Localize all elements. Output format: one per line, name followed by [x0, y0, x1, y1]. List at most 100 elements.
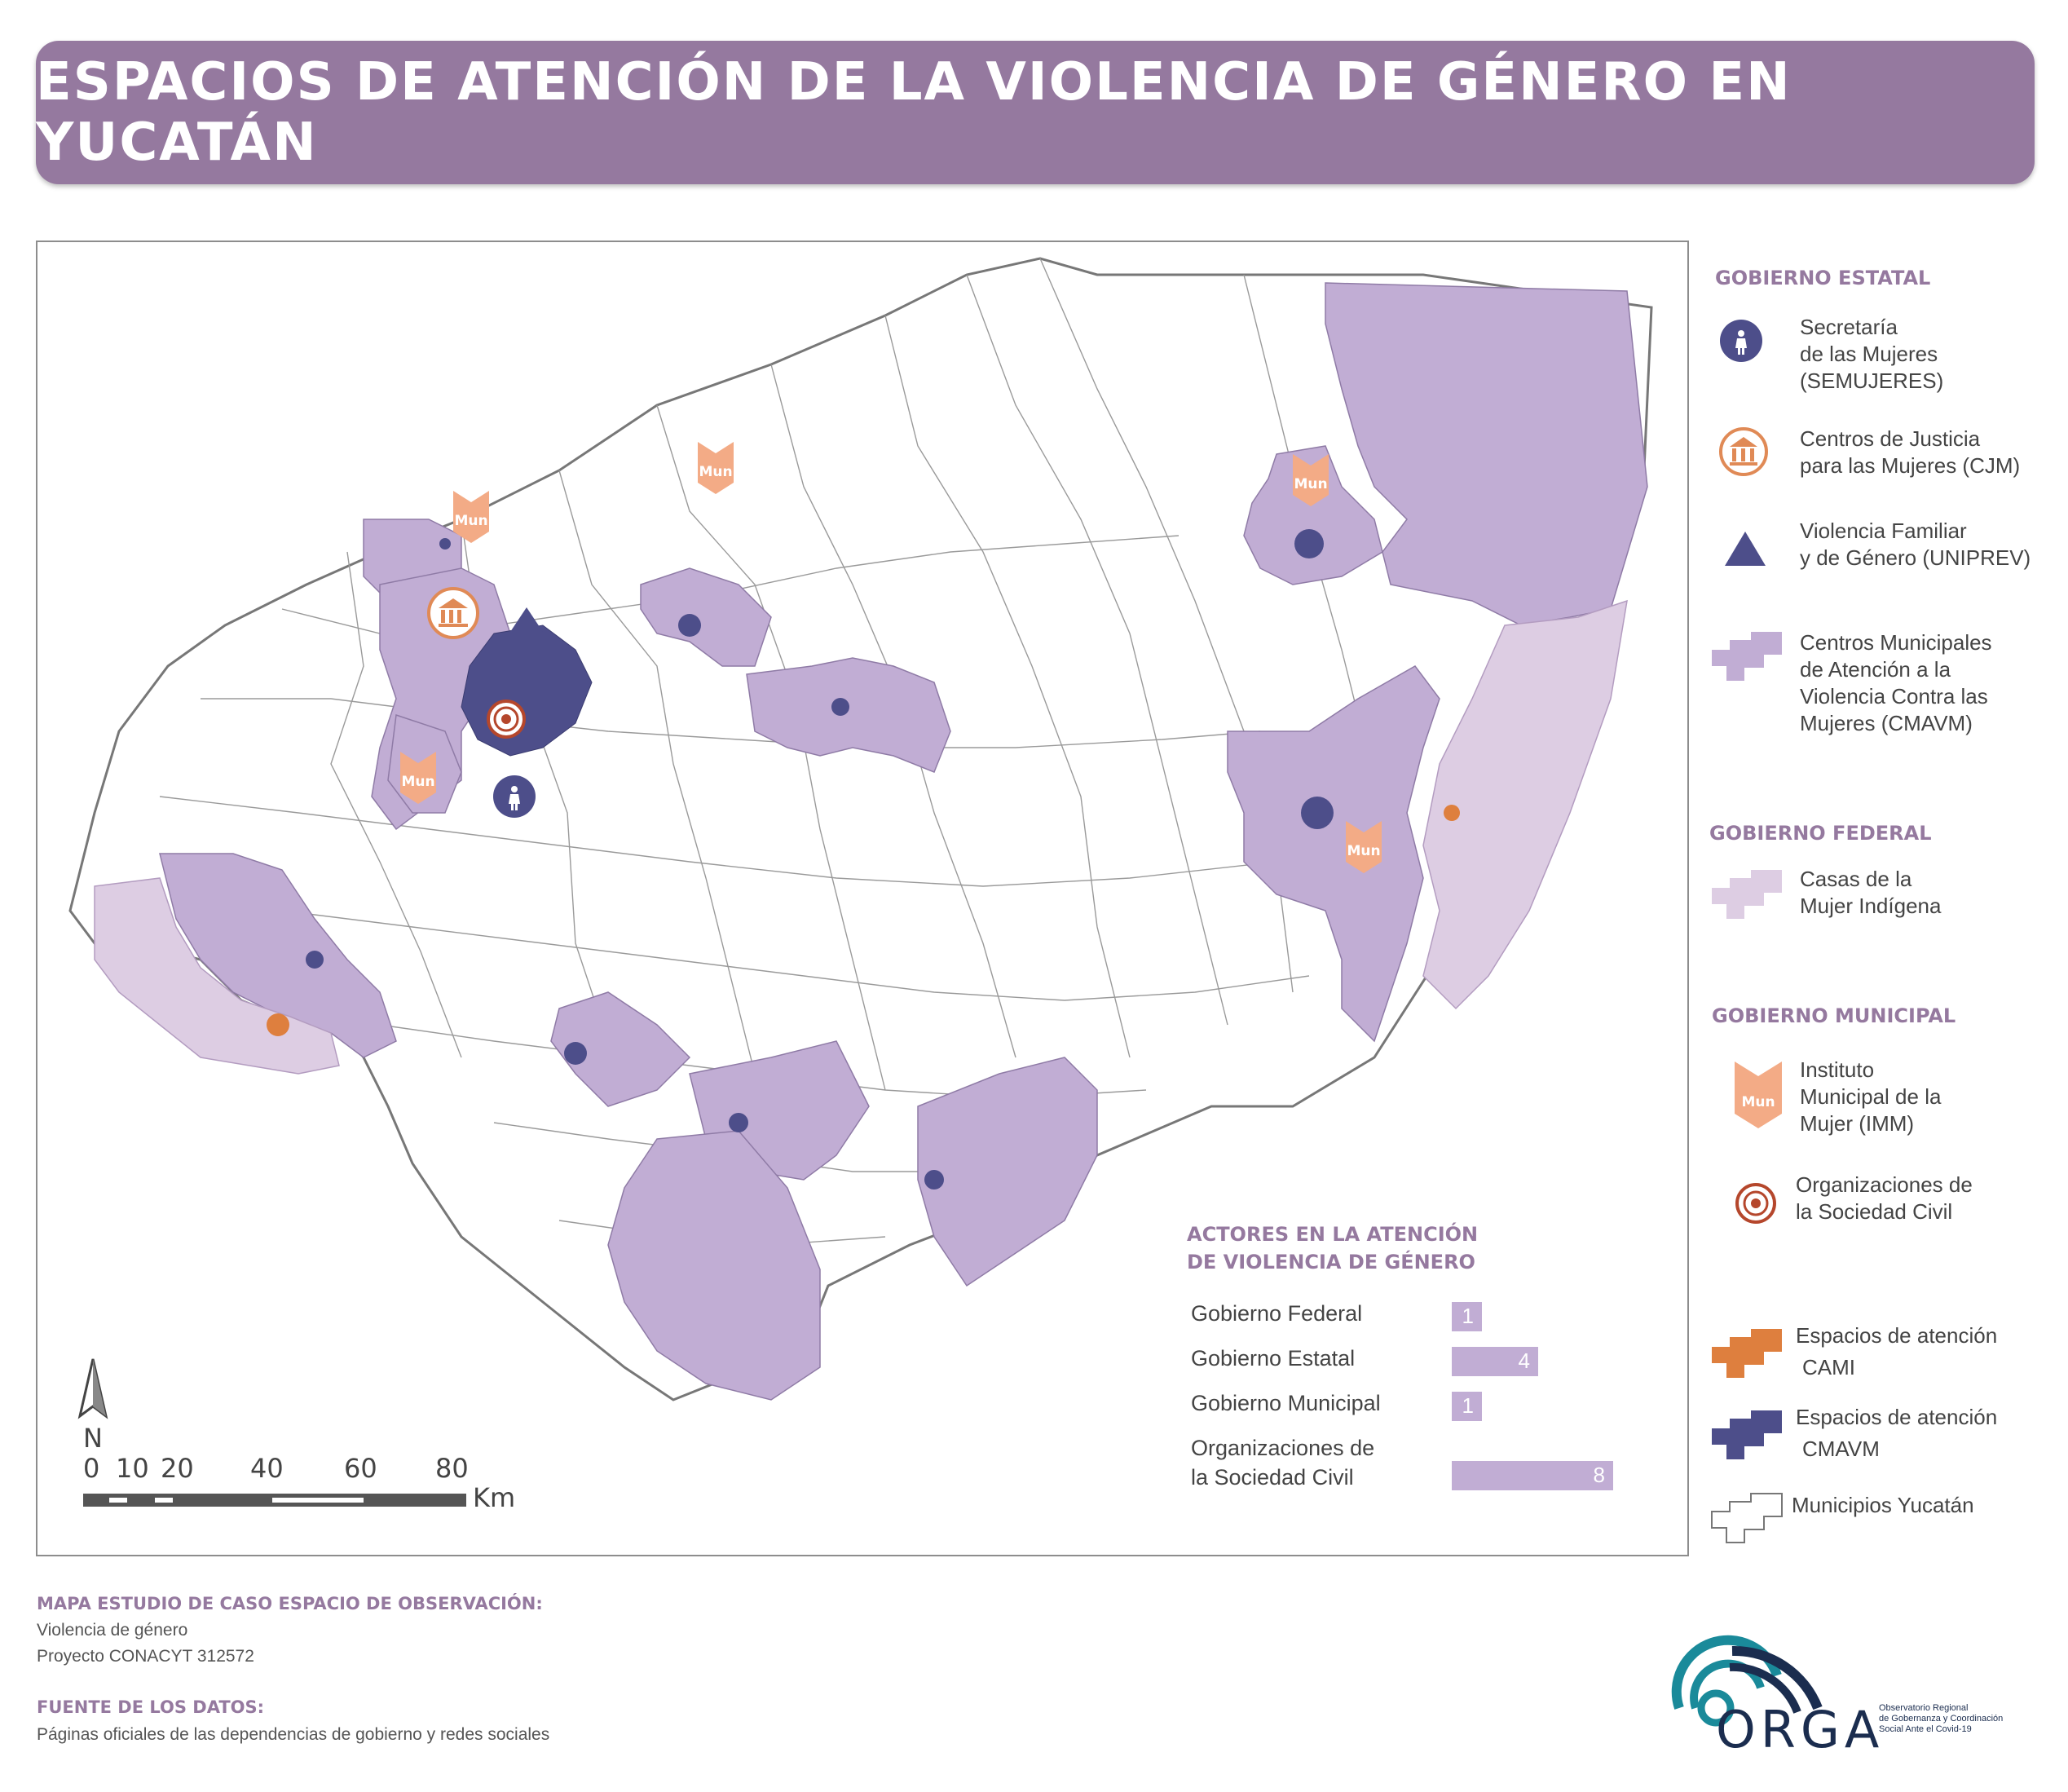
- footer-line: Violencia de género: [37, 1621, 188, 1640]
- svg-text:Mun: Mun: [1741, 1094, 1775, 1110]
- svg-text:Mun: Mun: [401, 774, 434, 790]
- cmavm-area-legend-icon: [1712, 632, 1782, 681]
- chart-bar-value: 1: [1462, 1393, 1474, 1418]
- legend-line: Mujer (IMM): [1800, 1111, 1915, 1136]
- legend-cmavm: Centros Municipales de Atención a la Vio…: [1800, 629, 1992, 737]
- legend-line: la Sociedad Civil: [1796, 1199, 1953, 1224]
- chart-category-line: Organizaciones de: [1191, 1436, 1375, 1460]
- uniprev-triangle-icon: [510, 607, 543, 632]
- legend-line: Espacios de atención: [1796, 1405, 1998, 1429]
- legend-cmavm-space: Espacios de atención CMAVM: [1796, 1404, 1997, 1463]
- cmavm-areas: [159, 282, 1648, 1401]
- scale-tick: 60: [344, 1453, 377, 1484]
- imm-marker: Mun: [1293, 454, 1329, 506]
- cmavm-spaces: [306, 529, 1334, 1190]
- svg-text:Mun: Mun: [454, 513, 487, 529]
- chart-category-label: Gobierno Estatal: [1191, 1346, 1356, 1370]
- chart-title-line: ACTORES EN LA ATENCIÓN: [1187, 1223, 1479, 1246]
- uniprev-legend-icon: [1725, 532, 1766, 566]
- legend-line: Centros de Justicia: [1800, 426, 1981, 451]
- scale-tick: 80: [435, 1453, 469, 1484]
- chart-bar: 4: [1452, 1347, 1538, 1376]
- svg-text:Mun: Mun: [1294, 476, 1327, 492]
- logo-subtitle-line: Observatorio Regional: [1879, 1703, 1969, 1713]
- chart-category-label: Organizaciones de la Sociedad Civil: [1191, 1433, 1374, 1492]
- chart-category-line: la Sociedad Civil: [1191, 1465, 1354, 1490]
- legend-line: Secretaría: [1800, 315, 1898, 339]
- north-arrow: N: [77, 1358, 108, 1454]
- legend-cjm: Centros de Justicia para las Mujeres (CJ…: [1800, 426, 2020, 479]
- chart-bar-value: 4: [1518, 1348, 1530, 1373]
- legend-municipios: Municipios Yucatán: [1792, 1493, 1974, 1517]
- footer-study-text: Violencia de género Proyecto CONACYT 312…: [37, 1618, 254, 1670]
- chart-title: ACTORES EN LA ATENCIÓN DE VIOLENCIA DE G…: [1187, 1220, 1478, 1276]
- legend-cami: Espacios de atención CAMI: [1796, 1322, 1997, 1381]
- semujeres-icon: [493, 775, 536, 818]
- chart-bar-value: 1: [1462, 1304, 1474, 1328]
- legend-line: de Atención a la: [1800, 657, 1951, 682]
- logo-subtitle-line: de Gobernanza y Coordinación: [1879, 1714, 2004, 1724]
- imm-markers: Mun Mun Mun Mun Mun: [400, 442, 1382, 873]
- legend-line: y de Género (UNIPREV): [1800, 545, 2031, 570]
- cmavm-space-legend-icon: [1712, 1410, 1782, 1459]
- legend-line: Violencia Familiar: [1800, 519, 1967, 543]
- imm-legend-icon: Mun: [1735, 1062, 1782, 1128]
- chart-title-line: DE VIOLENCIA DE GÉNERO: [1187, 1251, 1475, 1273]
- legend-line: Organizaciones de: [1796, 1172, 1973, 1197]
- legend-line: Mujeres (CMAVM): [1800, 711, 1973, 735]
- legend-heading-municipal: GOBIERNO MUNICIPAL: [1712, 1004, 1956, 1027]
- orga-logo: ORGA Observatorio Regional de Gobernanza…: [1655, 1618, 2013, 1769]
- scale-tick: 40: [250, 1453, 284, 1484]
- scale-tick: 20: [161, 1453, 194, 1484]
- legend-line: Instituto: [1800, 1057, 1875, 1082]
- legend-line: Casas de la: [1800, 867, 1912, 891]
- imm-marker: Mun: [698, 442, 734, 494]
- chart-category-label: Gobierno Municipal: [1191, 1391, 1381, 1415]
- legend-line: CMAVM: [1802, 1437, 1880, 1461]
- legend-line: Mujer Indígena: [1800, 894, 1942, 918]
- legend-line: Violencia Contra las: [1800, 684, 1988, 708]
- legend-heading-estatal: GOBIERNO ESTATAL: [1715, 267, 1931, 289]
- legend-heading-federal: GOBIERNO FEDERAL: [1709, 822, 1932, 845]
- title-banner: ESPACIOS DE ATENCIÓN DE LA VIOLENCIA DE …: [36, 41, 2035, 184]
- footer-study-heading: MAPA ESTUDIO DE CASO ESPACIO DE OBSERVAC…: [37, 1594, 543, 1613]
- legend-line: CAMI: [1802, 1355, 1855, 1379]
- logo-subtitle: Observatorio Regional de Gobernanza y Co…: [1879, 1703, 2003, 1735]
- logo-subtitle-line: Social Ante el Covid-19: [1879, 1724, 1972, 1734]
- legend-line: (SEMUJERES): [1800, 369, 1944, 393]
- legend-line: Espacios de atención: [1796, 1323, 1998, 1348]
- legend-line: para las Mujeres (CJM): [1800, 453, 2021, 478]
- legend-osc: Organizaciones de la Sociedad Civil: [1796, 1172, 1973, 1225]
- yucatan-map: Mun Mun Mun Mun Mun: [68, 257, 1653, 1513]
- imm-marker: Mun: [400, 752, 436, 804]
- osc-legend-icon: [1735, 1183, 1776, 1224]
- north-label: N: [83, 1423, 103, 1454]
- footer-line: Proyecto CONACYT 312572: [37, 1647, 254, 1666]
- imm-marker: Mun: [1346, 821, 1382, 873]
- cjm-legend-icon: [1719, 427, 1768, 476]
- footer-source-heading: FUENTE DE LOS DATOS:: [37, 1697, 265, 1717]
- semujeres-legend-icon: [1720, 320, 1762, 362]
- legend-line: Centros Municipales: [1800, 630, 1992, 655]
- legend-imm: Instituto Municipal de la Mujer (IMM): [1800, 1057, 1941, 1137]
- chart-bar: 1: [1452, 1302, 1482, 1331]
- cami-spaces: [267, 805, 1460, 1036]
- legend-line: de las Mujeres: [1800, 342, 1938, 366]
- legend-casas: Casas de la Mujer Indígena: [1800, 866, 1941, 920]
- orga-logo-mark: [1671, 1635, 1823, 1727]
- scale-unit: Km: [473, 1482, 515, 1513]
- osc-target-icon: [487, 700, 526, 739]
- municipios-legend-icon: [1711, 1493, 1783, 1543]
- legend-uniprev: Violencia Familiar y de Género (UNIPREV): [1800, 518, 2031, 572]
- scale-tick: 10: [116, 1453, 149, 1484]
- imm-marker: Mun: [453, 491, 489, 543]
- chart-bar: 1: [1452, 1392, 1482, 1421]
- map-panel: Mun Mun Mun Mun Mun: [36, 241, 1689, 1556]
- chart-bar-value: 8: [1593, 1463, 1605, 1487]
- logo-wordmark: ORGA: [1716, 1700, 1885, 1759]
- scale-bar: 0 10 20 40 60 80 Km: [83, 1453, 515, 1513]
- svg-text:Mun: Mun: [699, 464, 732, 480]
- cjm-icon: [427, 587, 479, 639]
- footer-source-text: Páginas oficiales de las dependencias de…: [37, 1725, 550, 1744]
- legend-semujeres: Secretaría de las Mujeres (SEMUJERES): [1800, 314, 1943, 395]
